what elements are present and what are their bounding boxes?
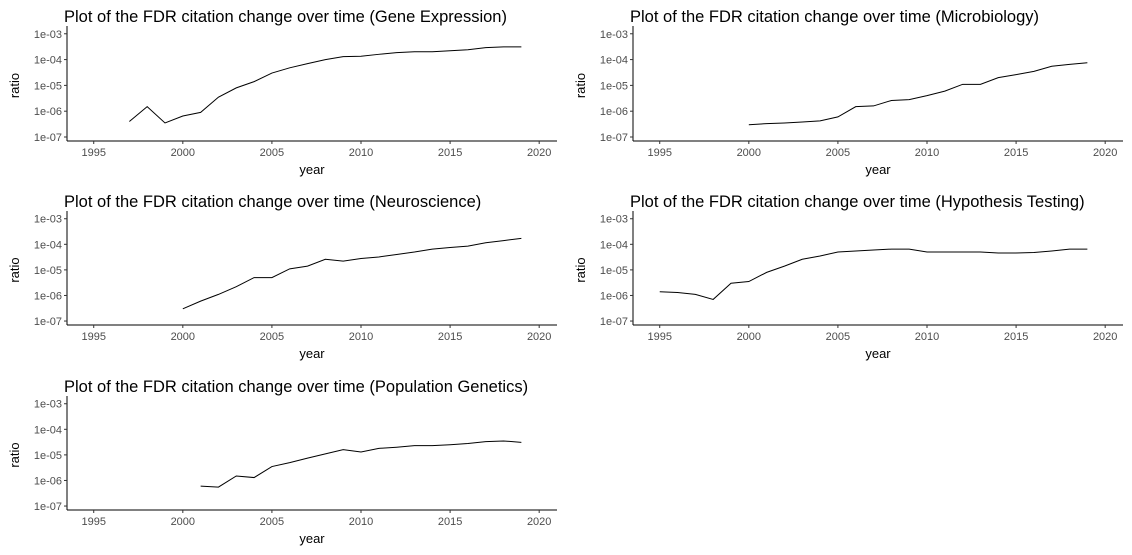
panel-4-x-tick-label: 2000 [737,331,761,343]
panel-4-x-tick-label: 2005 [826,331,850,343]
panel-3-x-tick-label: 2010 [349,331,373,343]
panel-1-x-tick-label: 2005 [260,147,284,159]
panel-2-y-tick-label: 1e-07 [600,132,628,144]
panel-1-x-tick-label: 2010 [349,147,373,159]
panel-5-x-tick-label: 1995 [81,516,105,528]
panel-5-x-tick-label: 2015 [438,516,462,528]
panel-3-x-tick-label: 2015 [438,331,462,343]
panel-3-x-tick-label: 2000 [171,331,195,343]
panel-1-y-tick-label: 1e-03 [34,29,62,41]
panel-4: Plot of the FDR citation change over tim… [573,193,1123,361]
panel-1-y-tick-label: 1e-04 [34,55,62,67]
panel-1: Plot of the FDR citation change over tim… [7,8,557,177]
panel-4-x-tick-label: 2020 [1093,331,1117,343]
panel-5-x-tick-label: 2010 [349,516,373,528]
panel-2-y-tick-label: 1e-05 [600,80,628,92]
panel-2-x-axis-title: year [865,162,891,177]
panel-2-x-tick-label: 2020 [1093,147,1117,159]
panel-5-y-tick-label: 1e-03 [34,399,62,411]
panel-2-y-axis-title: ratio [573,73,588,98]
panel-5-y-axis-title: ratio [7,442,22,467]
panel-4-y-tick-label: 1e-07 [600,316,628,328]
panel-2-y-tick-label: 1e-06 [600,106,628,118]
panel-3-y-axis-title: ratio [7,257,22,282]
panel-3-title: Plot of the FDR citation change over tim… [64,193,481,211]
panel-3-y-tick-label: 1e-03 [34,214,62,226]
panel-1-y-tick-label: 1e-05 [34,80,62,92]
panel-1-series-line [129,46,522,124]
panel-4-y-axis-title: ratio [573,257,588,282]
panel-1-x-tick-label: 1995 [81,147,105,159]
panel-2-x-tick-label: 2010 [915,147,939,159]
panel-4-y-tick-label: 1e-06 [600,290,628,302]
panel-4-y-tick-label: 1e-04 [600,239,628,251]
panel-3-x-axis-title: year [299,346,325,361]
panel-5-y-tick-label: 1e-07 [34,501,62,513]
panel-5-x-tick-label: 2000 [171,516,195,528]
panel-2-x-tick-label: 2000 [737,147,761,159]
panel-3-x-tick-label: 2020 [527,331,551,343]
panel-4-x-tick-label: 1995 [647,331,671,343]
panel-4-series-line [659,248,1088,300]
panel-2-y-tick-label: 1e-04 [600,55,628,67]
panel-1-x-tick-label: 2020 [527,147,551,159]
panel-5-title: Plot of the FDR citation change over tim… [64,378,528,396]
panel-5-x-tick-label: 2005 [260,516,284,528]
panel-2-x-tick-label: 1995 [647,147,671,159]
panel-5-y-tick-label: 1e-04 [34,424,62,436]
panel-5-series-line [200,440,522,488]
panel-2-y-tick-label: 1e-03 [600,29,628,41]
panel-1-x-axis-title: year [299,162,325,177]
panel-4-x-axis-title: year [865,346,891,361]
panel-3-series-line [182,237,522,310]
panel-5-y-tick-label: 1e-05 [34,450,62,462]
panel-1-x-tick-label: 2000 [171,147,195,159]
panel-2-title: Plot of the FDR citation change over tim… [630,8,1039,26]
panel-2-x-tick-label: 2005 [826,147,850,159]
panel-4-y-tick-label: 1e-05 [600,265,628,277]
panel-2-series-line [748,62,1088,126]
panel-3-y-tick-label: 1e-07 [34,316,62,328]
panel-3-y-tick-label: 1e-06 [34,290,62,302]
panel-1-y-axis-title: ratio [7,73,22,98]
panel-5-x-tick-label: 2020 [527,516,551,528]
panel-4-x-tick-label: 2015 [1004,331,1028,343]
panel-1-y-tick-label: 1e-06 [34,106,62,118]
panel-4-title: Plot of the FDR citation change over tim… [630,193,1085,211]
panel-2-x-tick-label: 2015 [1004,147,1028,159]
panel-4-y-tick-label: 1e-03 [600,214,628,226]
panel-3-x-tick-label: 1995 [81,331,105,343]
panel-3-y-tick-label: 1e-04 [34,239,62,251]
panel-3-x-tick-label: 2005 [260,331,284,343]
panel-5-x-axis-title: year [299,531,325,546]
panel-4-x-tick-label: 2010 [915,331,939,343]
panel-2: Plot of the FDR citation change over tim… [573,8,1123,177]
panel-1-y-tick-label: 1e-07 [34,132,62,144]
panel-1-x-tick-label: 2015 [438,147,462,159]
panel-1-title: Plot of the FDR citation change over tim… [64,8,507,26]
panel-5: Plot of the FDR citation change over tim… [7,378,557,546]
panel-3: Plot of the FDR citation change over tim… [7,193,557,361]
panel-3-y-tick-label: 1e-05 [34,265,62,277]
panel-5-y-tick-label: 1e-06 [34,475,62,487]
